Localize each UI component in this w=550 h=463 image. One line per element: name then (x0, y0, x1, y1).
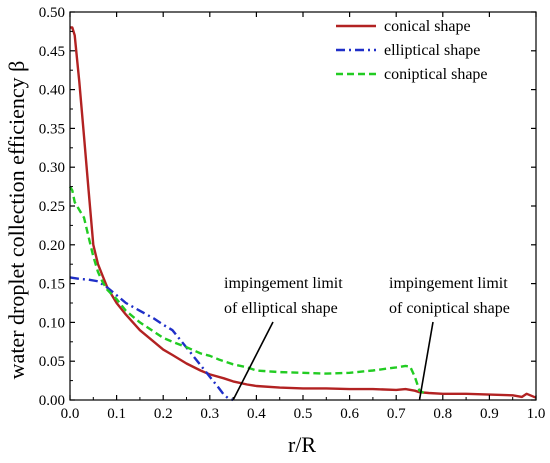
x-tick-label: 0.6 (340, 406, 359, 422)
legend-label: coniptical shape (384, 66, 488, 83)
x-tick-label: 1.0 (527, 406, 546, 422)
x-tick-label: 0.9 (480, 406, 499, 422)
y-tick-label: 0.20 (39, 238, 65, 254)
x-tick-label: 0.0 (61, 406, 80, 422)
y-tick-label: 0.30 (39, 160, 65, 176)
y-tick-label: 0.50 (39, 5, 65, 21)
y-tick-label: 0.15 (39, 277, 65, 293)
x-tick-label: 0.8 (433, 406, 452, 422)
y-tick-label: 0.45 (39, 44, 65, 60)
annotation-elliptical-text: impingement limit (224, 275, 343, 292)
series-layer (68, 26, 537, 402)
y-axis-title: water droplet collection efficiency β (4, 61, 29, 380)
x-tick-label: 0.7 (387, 406, 406, 422)
annotation-elliptical-pointer (232, 321, 274, 401)
y-tick-label: 0.35 (39, 121, 65, 137)
x-tick-label: 0.2 (154, 406, 173, 422)
series-line-coniptical-shape (68, 185, 425, 395)
annotation-coniptical-text: impingement limit (389, 275, 508, 292)
y-tick-label: 0.40 (39, 83, 65, 99)
x-axis-title: r/R (288, 432, 316, 457)
annotation-coniptical-text: of coniptical shape (389, 300, 510, 317)
x-tick-label: 0.3 (200, 406, 219, 422)
x-tick-label: 0.4 (247, 406, 266, 422)
y-tick-label: 0.25 (39, 199, 65, 215)
annotations: impingement limit of elliptical shape impi… (224, 275, 510, 401)
series-line-conical-shape (70, 26, 537, 399)
annotation-elliptical-text: of elliptical shape (224, 300, 338, 317)
y-tick-label: 0.10 (39, 315, 65, 331)
series-line-elliptical-shape (69, 276, 234, 402)
legend-label: conical shape (384, 18, 471, 35)
x-tick-label: 0.1 (107, 406, 126, 422)
x-tick-label: 0.5 (294, 406, 313, 422)
legend: conical shape elliptical shape coniptical … (336, 18, 488, 83)
y-tick-label: 0.00 (39, 393, 65, 409)
y-tick-label: 0.05 (39, 354, 65, 370)
ticks-layer: 0.0 0.1 0.2 0.3 0.4 0.5 0.6 0.7 0.8 0.9 1.0 0.00 0.0… (39, 5, 546, 422)
legend-label: elliptical shape (384, 42, 480, 59)
annotation-coniptical-pointer (418, 321, 434, 401)
